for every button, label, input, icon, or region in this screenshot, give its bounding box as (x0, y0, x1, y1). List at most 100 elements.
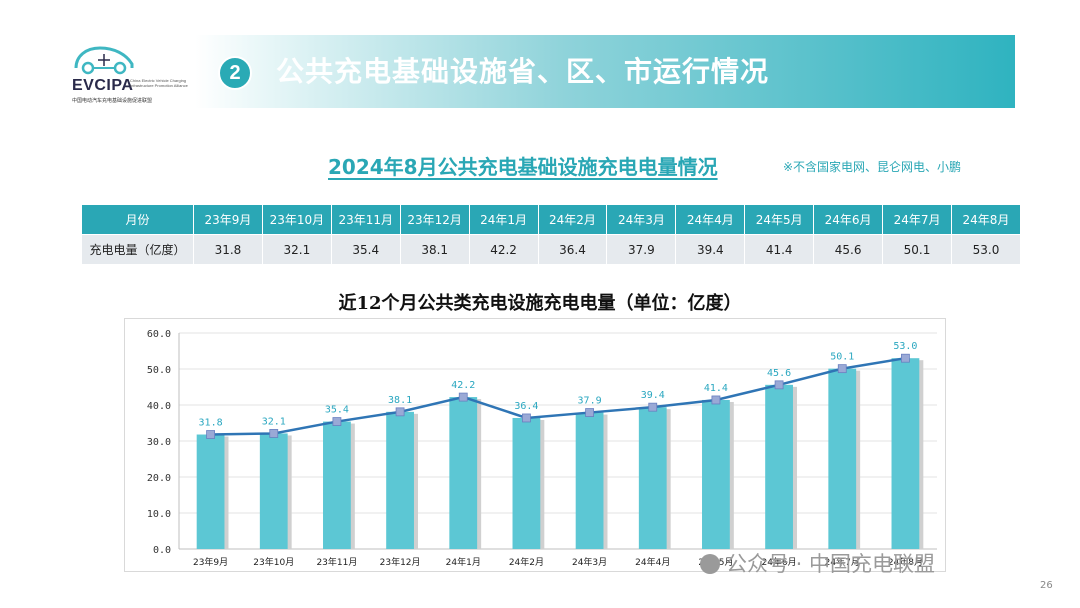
y-tick-label: 10.0 (147, 509, 171, 520)
combo-chart: 0.0 10.0 20.0 30.0 40.0 50.0 60.0 31.8 32.1 35.4 3… (147, 329, 937, 568)
logo-subtitle: China Electric Vehicle Charging Infrastr… (130, 78, 188, 88)
x-tick-label: 23年12月 (380, 556, 421, 568)
value-cell: 50.1 (882, 234, 952, 265)
line-marker (711, 395, 721, 405)
wechat-watermark: 公众号 · 中国充电联盟 (700, 548, 935, 578)
value-cell: 39.4 (675, 234, 746, 265)
chart-title: 近12个月公共类充电设施充电电量（单位：亿度） (338, 293, 742, 314)
bar (512, 417, 541, 549)
bar (638, 407, 667, 549)
data-label: 31.8 (199, 418, 223, 429)
page-number: 26 (1040, 580, 1053, 591)
line-marker (269, 429, 279, 438)
month-cell: 23年10月 (261, 204, 332, 235)
exclusion-note: ※不含国家电网、昆仑网电、小鹏 (783, 160, 962, 174)
x-tick-label: 23年11月 (316, 556, 357, 568)
month-header-cell: 月份 (81, 204, 194, 235)
x-tick-label: 24年7月 (825, 556, 860, 568)
section-banner (195, 35, 1015, 108)
section-number-badge: 2 (218, 56, 252, 90)
y-tick-label: 30.0 (147, 437, 171, 448)
month-cell: 24年2月 (537, 204, 608, 235)
logo-text: EVCIPA (72, 77, 134, 94)
month-cell: 24年6月 (813, 204, 884, 235)
x-tick-label: 24年6月 (761, 556, 796, 568)
month-cell: 24年7月 (882, 204, 952, 235)
x-tick-label: 24年3月 (572, 556, 607, 568)
bar (259, 433, 288, 549)
data-label: 32.1 (262, 416, 286, 427)
value-cell: 35.4 (330, 234, 401, 265)
month-cell: 24年5月 (744, 204, 815, 235)
line-marker (332, 417, 342, 426)
y-tick-label: 40.0 (147, 401, 171, 412)
bar (828, 368, 857, 549)
y-tick-label: 0.0 (153, 545, 171, 556)
table-value-row: 充电电量（亿度） 31.8 32.1 35.4 38.1 42.2 36.4 3… (81, 234, 1022, 265)
month-cell: 24年1月 (468, 204, 539, 235)
series-line (210, 356, 906, 436)
month-cell: 24年3月 (606, 204, 677, 235)
value-cell: 38.1 (399, 234, 470, 265)
bar (702, 399, 730, 549)
data-label: 37.9 (578, 396, 602, 407)
line-marker (522, 413, 531, 423)
y-tick-label: 20.0 (147, 473, 171, 484)
line-marker (837, 364, 847, 374)
data-label: 45.6 (767, 368, 791, 379)
y-tick-label: 60.0 (147, 329, 171, 340)
month-cell: 24年4月 (675, 204, 746, 235)
value-cell: 37.9 (606, 234, 677, 265)
bar (386, 411, 414, 549)
table-header-row: 月份 23年9月 23年10月 23年11月 23年12月 24年1月 24年2… (81, 204, 1022, 235)
line-marker (774, 380, 784, 390)
bar (323, 421, 351, 549)
x-tick-label: 24年1月 (446, 556, 481, 568)
line-marker (395, 407, 405, 417)
value-cell: 31.8 (193, 234, 263, 265)
car-plug-icon (74, 46, 134, 75)
data-label: 50.1 (830, 352, 854, 363)
bar (891, 358, 920, 549)
month-cell: 23年12月 (399, 204, 470, 235)
bar (449, 397, 478, 549)
line-marker (585, 408, 594, 417)
section-title: 公共充电基础设施省、区、市运行情况 (276, 55, 770, 88)
line-marker (648, 402, 658, 412)
bar (575, 412, 604, 549)
x-tick-label: 24年2月 (509, 556, 544, 568)
x-tick-label: 23年10月 (253, 556, 294, 568)
value-header-cell: 充电电量（亿度） (81, 234, 194, 265)
evcipa-logo: EVCIPA China Electric Vehicle Charging I… (62, 40, 188, 110)
data-label: 53.0 (893, 341, 917, 352)
y-tick-label: 50.0 (147, 365, 171, 376)
bar (196, 434, 225, 549)
wechat-icon (700, 554, 720, 574)
value-cell: 41.4 (744, 234, 815, 265)
logo-chinese-name: 中国电动汽车充电基础设施促进联盟 (72, 98, 153, 104)
data-label: 41.4 (704, 383, 728, 394)
value-cell: 32.1 (261, 234, 332, 265)
x-tick-label: 24年4月 (635, 556, 670, 568)
slide-subtitle: 2024年8月公共充电基础设施充电电量情况 (328, 155, 718, 179)
month-cell: 24年8月 (950, 204, 1022, 235)
monthly-data-table: 月份 23年9月 23年10月 23年11月 23年12月 24年1月 24年2… (81, 204, 1022, 265)
value-cell: 36.4 (537, 234, 608, 265)
line-marker (206, 430, 215, 439)
line-marker (458, 392, 468, 402)
x-tick-label: 23年9月 (193, 556, 228, 568)
value-cell: 42.2 (468, 234, 539, 265)
month-cell: 23年9月 (193, 204, 263, 235)
data-label: 36.4 (514, 401, 538, 412)
value-cell: 45.6 (813, 234, 884, 265)
chart-area: 0.0 10.0 20.0 30.0 40.0 50.0 60.0 31.8 32.1 35.4 3… (124, 318, 946, 572)
month-cell: 23年11月 (330, 204, 401, 235)
data-label: 38.1 (388, 395, 412, 406)
bar (765, 384, 793, 549)
data-label: 39.4 (641, 390, 665, 401)
value-cell: 53.0 (950, 234, 1022, 265)
line-marker (901, 353, 910, 363)
data-label: 42.2 (451, 380, 475, 391)
data-label: 35.4 (325, 405, 349, 416)
watermark-text: 公众号 · 中国充电联盟 (726, 552, 936, 576)
